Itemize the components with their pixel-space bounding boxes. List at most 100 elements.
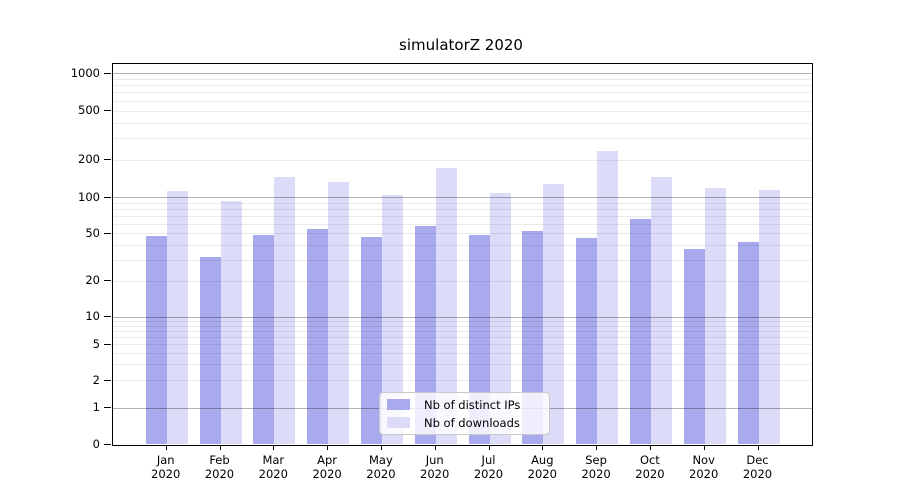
y-tick-mark: [104, 443, 111, 445]
bar-downloads: [758, 190, 780, 445]
x-tick-label: Oct 2020: [635, 453, 665, 481]
gridline-minor: [112, 320, 812, 322]
legend-item-downloads: Nb of downloads: [380, 414, 549, 431]
bar-distinct-ips: [145, 235, 167, 445]
bar-downloads: [328, 181, 350, 445]
x-tick-mark: [165, 445, 167, 450]
x-tick-mark: [327, 445, 329, 450]
x-tick-label: Jul 2020: [473, 453, 504, 481]
gridline-minor: [112, 330, 812, 332]
y-tick-label: 5: [92, 336, 100, 351]
y-tick-mark: [104, 196, 111, 198]
bar-distinct-ips: [360, 236, 382, 445]
legend-swatch-downloads: [387, 417, 410, 428]
gridline-minor: [112, 215, 812, 217]
y-tick-label: 50: [85, 225, 100, 240]
y-tick-mark: [104, 159, 111, 161]
gridline-minor: [112, 325, 812, 327]
x-tick-label: Feb 2020: [204, 453, 235, 481]
y-tick-label: 0: [92, 436, 100, 451]
y-tick-label: 200: [78, 152, 100, 167]
x-tick-mark: [380, 445, 382, 450]
x-tick-label: Mar 2020: [258, 453, 288, 481]
y-tick-mark: [104, 316, 111, 318]
bar-distinct-ips: [522, 230, 544, 445]
legend-item-distinct-ips: Nb of distinct IPs: [380, 396, 549, 413]
y-tick-label: 10: [85, 309, 100, 324]
y-tick-label: 1000: [70, 65, 100, 80]
legend-label-downloads: Nb of downloads: [424, 415, 520, 430]
chart-title: simulatorZ 2020: [399, 36, 523, 54]
bar-downloads: [489, 192, 511, 445]
x-tick-label: Jun 2020: [420, 453, 450, 481]
gridline-minor: [112, 110, 812, 112]
x-tick-mark: [434, 445, 436, 450]
bar-distinct-ips: [414, 225, 436, 445]
y-tick-mark: [104, 232, 111, 234]
gridline-minor: [112, 380, 812, 382]
y-tick-mark: [104, 110, 111, 112]
gridline-minor: [112, 159, 812, 161]
bar-downloads: [650, 177, 672, 445]
gridline-minor: [112, 100, 812, 102]
x-tick-mark: [703, 445, 705, 450]
grid-layer: [112, 64, 812, 445]
y-tick-mark: [104, 72, 111, 74]
x-tick-label: Nov 2020: [689, 453, 719, 481]
gridline-major: [112, 73, 812, 75]
gridline-minor: [112, 344, 812, 346]
gridline-minor: [112, 85, 812, 87]
gridline-minor: [112, 78, 812, 80]
gridline-minor: [112, 138, 812, 140]
x-tick-mark: [757, 445, 759, 450]
bar-downloads: [274, 176, 296, 445]
bar-downloads: [220, 201, 242, 445]
gridline-minor: [112, 336, 812, 338]
plot-area: [111, 63, 813, 446]
x-tick-label: Sep 2020: [581, 453, 611, 481]
x-tick-mark: [273, 445, 275, 450]
gridline-minor: [112, 92, 812, 94]
gridline-minor: [112, 364, 812, 366]
bar-downloads: [166, 190, 188, 445]
x-tick-label: Apr 2020: [312, 453, 342, 481]
gridline-minor: [112, 244, 812, 246]
y-tick-mark: [104, 280, 111, 282]
bar-distinct-ips: [629, 219, 651, 445]
legend-label-distinct-ips: Nb of distinct IPs: [424, 397, 521, 412]
bar-downloads: [704, 188, 726, 445]
gridline-minor: [112, 233, 812, 235]
bar-downloads: [543, 183, 565, 445]
y-tick-label: 2: [92, 372, 100, 387]
x-tick-label: May 2020: [366, 453, 396, 481]
y-tick-label: 20: [85, 273, 100, 288]
y-tick-mark: [104, 407, 111, 409]
bar-downloads: [381, 194, 403, 445]
gridline-minor: [112, 280, 812, 282]
gridline-minor: [112, 208, 812, 210]
x-tick-mark: [488, 445, 490, 450]
x-tick-mark: [542, 445, 544, 450]
x-tick-mark: [596, 445, 598, 450]
x-tick-label: Jan 2020: [151, 453, 181, 481]
gridline-minor: [112, 122, 812, 124]
bar-distinct-ips: [253, 234, 275, 445]
bar-distinct-ips: [199, 256, 221, 445]
y-tick-label: 1: [92, 400, 100, 415]
gridline-major: [112, 197, 812, 199]
y-tick-mark: [104, 379, 111, 381]
legend-swatch-distinct-ips: [387, 399, 410, 410]
bar-distinct-ips: [307, 228, 329, 445]
x-tick-label: Dec 2020: [742, 453, 773, 481]
x-tick-mark: [649, 445, 651, 450]
x-tick-label: Aug 2020: [527, 453, 557, 481]
gridline-major: [112, 316, 812, 318]
y-tick-mark: [104, 343, 111, 345]
gridline-minor: [112, 353, 812, 354]
x-tick-mark: [219, 445, 221, 450]
legend: Nb of distinct IPs Nb of downloads: [379, 392, 550, 435]
y-tick-label: 100: [78, 189, 100, 204]
bar-downloads: [597, 151, 619, 445]
bar-distinct-ips: [683, 249, 705, 445]
